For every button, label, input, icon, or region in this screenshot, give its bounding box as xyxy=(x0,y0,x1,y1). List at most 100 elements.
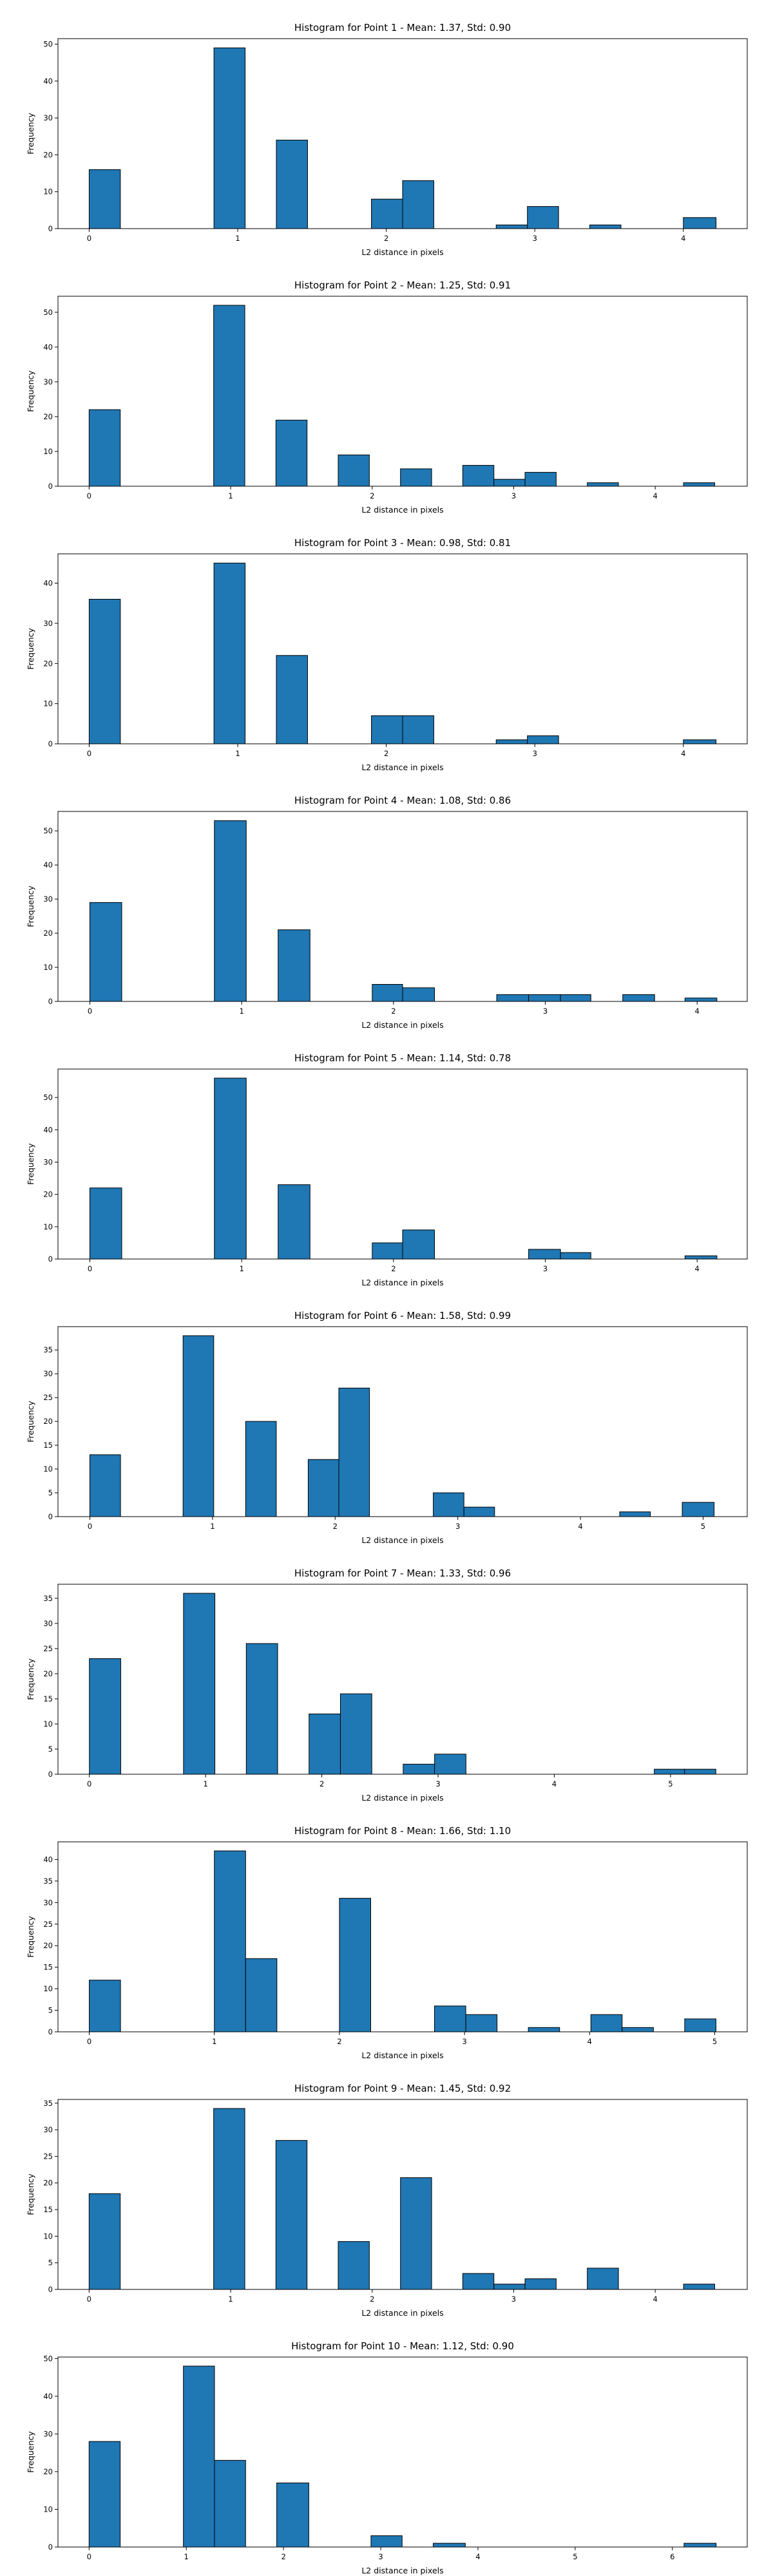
y-tick-label: 25 xyxy=(43,1644,53,1653)
y-tick-label: 35 xyxy=(43,1594,53,1603)
x-tick-label: 2 xyxy=(370,491,374,500)
x-tick-label: 3 xyxy=(543,1264,548,1273)
x-tick-label: 2 xyxy=(281,2552,285,2561)
plot-frame xyxy=(57,811,748,1002)
chart-title: Histogram for Point 9 - Mean: 1.45, Std:… xyxy=(294,2083,511,2094)
chart-title: Histogram for Point 2 - Mean: 1.25, Std:… xyxy=(294,279,511,291)
x-tick-label: 3 xyxy=(511,491,516,500)
histogram-bar xyxy=(183,1593,216,1775)
x-tick-label: 4 xyxy=(587,2037,592,2046)
y-tick-label: 20 xyxy=(43,2467,53,2476)
x-tick-label: 4 xyxy=(578,1522,582,1531)
histogram-bar xyxy=(560,1252,591,1260)
x-axis-label: L2 distance in pixels xyxy=(361,762,443,772)
histogram-bar xyxy=(213,305,245,487)
y-tick-label: 5 xyxy=(48,1745,53,1754)
histogram-bar xyxy=(622,994,655,1002)
x-tick-label: 1 xyxy=(184,2552,189,2561)
y-tick-label: 10 xyxy=(43,2505,53,2514)
x-tick-label: 2 xyxy=(384,234,388,243)
y-tick-label: 30 xyxy=(43,1898,53,1907)
x-tick-label: 2 xyxy=(337,2037,341,2046)
histogram-bar xyxy=(527,735,559,744)
histogram-bar xyxy=(684,1255,718,1260)
histogram-bar xyxy=(619,1511,651,1517)
y-tick-label: 20 xyxy=(43,1417,53,1426)
y-tick-label: 30 xyxy=(43,1157,53,1166)
histogram-bar xyxy=(214,2459,246,2548)
histogram-bar xyxy=(214,1077,247,1260)
x-tick-label: 1 xyxy=(235,234,240,243)
y-tick-label: 30 xyxy=(43,2125,53,2134)
x-tick-label: 3 xyxy=(533,749,537,758)
plot-frame xyxy=(57,2099,748,2290)
y-tick-label: 10 xyxy=(43,1222,53,1231)
histogram-bar xyxy=(402,180,434,229)
histogram-bar xyxy=(434,1754,466,1775)
histogram-bar xyxy=(682,1502,715,1517)
y-tick-label: 0 xyxy=(48,482,53,491)
histogram-bar xyxy=(683,739,717,744)
histogram-panel-3: Histogram for Point 3 - Mean: 0.98, Std:… xyxy=(26,537,748,772)
x-axis-label: L2 distance in pixels xyxy=(361,1793,443,1803)
histogram-bar xyxy=(524,471,557,487)
x-tick-label: 6 xyxy=(670,2552,674,2561)
x-tick-label: 1 xyxy=(210,1522,215,1531)
histogram-bar xyxy=(307,1459,339,1517)
x-tick-label: 1 xyxy=(228,2295,233,2304)
x-tick-label: 4 xyxy=(653,491,658,500)
y-tick-label: 20 xyxy=(43,1941,53,1950)
histogram-bar xyxy=(276,2482,309,2548)
x-tick-label: 2 xyxy=(391,1264,396,1273)
x-tick-label: 0 xyxy=(87,491,91,500)
y-tick-label: 20 xyxy=(43,2179,53,2188)
histogram-bar xyxy=(182,1335,215,1517)
y-tick-label: 0 xyxy=(48,1512,53,1521)
y-tick-label: 10 xyxy=(43,1719,53,1728)
histogram-bar xyxy=(462,2273,495,2290)
x-tick-label: 2 xyxy=(384,749,388,758)
x-axis-label: L2 distance in pixels xyxy=(361,505,443,515)
x-tick-label: 0 xyxy=(87,749,91,758)
y-tick-label: 20 xyxy=(43,929,53,938)
x-tick-label: 0 xyxy=(87,1779,91,1788)
histogram-bar xyxy=(339,1693,372,1775)
y-tick-label: 50 xyxy=(43,1093,53,1102)
chart-title: Histogram for Point 8 - Mean: 1.66, Std:… xyxy=(294,1825,511,1837)
histogram-bar xyxy=(684,2018,716,2032)
histogram-bar xyxy=(462,465,495,487)
x-tick-label: 0 xyxy=(87,2552,91,2561)
y-tick-label: 40 xyxy=(43,1125,53,1134)
y-tick-label: 20 xyxy=(43,150,53,159)
histogram-bar xyxy=(88,409,121,487)
plot-frame xyxy=(57,2356,748,2548)
x-tick-label: 2 xyxy=(333,1522,338,1531)
histogram-bar xyxy=(496,994,530,1002)
histogram-bar xyxy=(276,655,308,744)
x-tick-label: 4 xyxy=(552,1779,557,1788)
plot-frame xyxy=(57,1068,748,1260)
chart-title: Histogram for Point 7 - Mean: 1.33, Std:… xyxy=(294,1567,511,1579)
histogram-bar xyxy=(684,1768,716,1775)
x-axis-label: L2 distance in pixels xyxy=(361,247,443,257)
histogram-bar xyxy=(683,482,715,487)
histogram-bar xyxy=(493,2284,526,2290)
x-tick-label: 3 xyxy=(378,2552,383,2561)
x-tick-label: 4 xyxy=(653,2295,658,2304)
histogram-panel-8: Histogram for Point 8 - Mean: 1.66, Std:… xyxy=(26,1825,748,2060)
histogram-panel-7: Histogram for Point 7 - Mean: 1.33, Std:… xyxy=(26,1567,748,1803)
y-tick-label: 50 xyxy=(43,40,53,49)
chart-title: Histogram for Point 4 - Mean: 1.08, Std:… xyxy=(294,795,511,806)
histogram-bar xyxy=(245,1421,277,1517)
y-tick-label: 20 xyxy=(43,659,53,668)
histogram-bar xyxy=(372,984,403,1002)
x-tick-label: 5 xyxy=(573,2552,577,2561)
y-tick-label: 40 xyxy=(43,860,53,869)
y-tick-label: 0 xyxy=(48,1255,53,1264)
x-tick-label: 4 xyxy=(695,1264,700,1273)
x-tick-label: 1 xyxy=(212,2037,216,2046)
x-tick-label: 0 xyxy=(88,1264,92,1273)
x-tick-label: 4 xyxy=(475,2552,480,2561)
histogram-bar xyxy=(339,1898,371,2032)
